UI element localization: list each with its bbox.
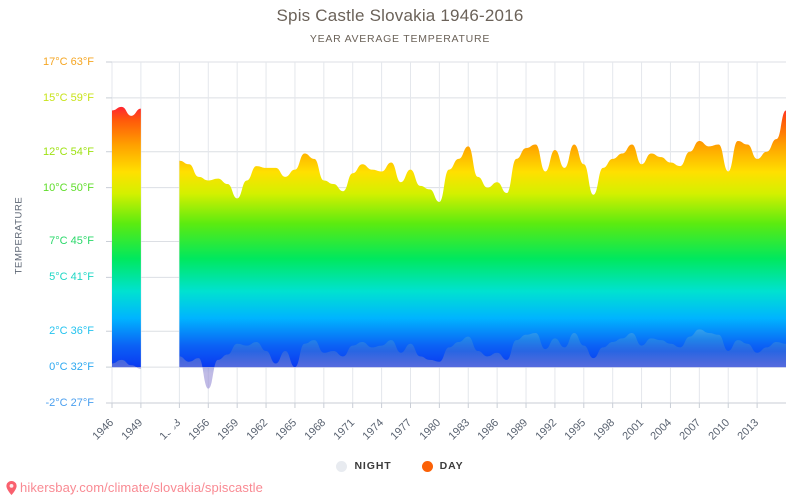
watermark-text: hikersbay.com/climate/slovakia/spiscastl… — [20, 480, 264, 495]
night-swatch-icon — [336, 460, 348, 472]
y-axis-tick-neg2: -2°C 27°F — [45, 397, 94, 409]
day-area-series — [179, 110, 786, 368]
y-axis-tick-17: 17°C 63°F — [43, 56, 94, 68]
chart-subtitle: YEAR AVERAGE TEMPERATURE — [309, 33, 491, 45]
y-axis-tick-0: 0°C 32°F — [49, 361, 94, 374]
y-axis-tick-2: 2°C 36°F — [49, 325, 94, 338]
y-axis-tick-5: 5°C 41°F — [49, 271, 94, 284]
y-axis-tick-7: 7°C 45°F — [49, 235, 94, 248]
data-gap-mask — [145, 62, 175, 433]
night-area-series — [179, 329, 786, 389]
chart-legend: NIGHT DAY — [0, 460, 800, 472]
day-area-series — [112, 106, 141, 368]
y-axis-tick-12: 12°C 54°F — [43, 145, 94, 158]
legend-label-day: DAY — [439, 460, 464, 472]
legend-item-day[interactable]: DAY — [421, 460, 464, 472]
legend-item-night[interactable]: NIGHT — [336, 460, 391, 472]
y-axis-tick-10: 10°C 50°F — [43, 181, 94, 194]
legend-label-night: NIGHT — [354, 460, 392, 472]
day-swatch-icon — [421, 460, 433, 472]
location-pin-icon — [6, 480, 17, 495]
page-title: Spis Castle Slovakia 1946-2016 — [276, 6, 524, 25]
night-area-series — [112, 359, 141, 369]
source-watermark[interactable]: hikersbay.com/climate/slovakia/spiscastl… — [6, 480, 263, 495]
y-axis-tick-15: 15°C 59°F — [43, 91, 94, 104]
